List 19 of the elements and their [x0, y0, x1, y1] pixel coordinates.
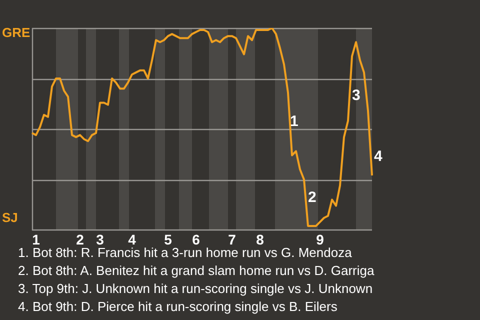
text: 4: [374, 148, 382, 165]
annotation: 2: [308, 189, 316, 206]
x-tick-label: 3: [96, 231, 104, 248]
annotation: 3: [352, 87, 360, 104]
x-tick-label: 1: [32, 231, 40, 248]
x-tick-label: 7: [228, 231, 236, 248]
text: GRE: [2, 25, 30, 40]
x-tick-label: 6: [192, 231, 200, 248]
x-tick-label: 5: [164, 231, 172, 248]
text: 2. Bot 8th: A. Benitez hit a grand slam home run vs D. Garriga: [18, 262, 374, 280]
text: 4. Bot 9th: D. Pierce hit a run-scoring single vs B. Eilers: [18, 298, 338, 316]
x-tick-label: 8: [256, 231, 264, 248]
text: 1. Bot 8th: R. Francis hit a 3-run home run vs G. Mendoza: [18, 245, 353, 262]
annotation: 1: [290, 113, 298, 130]
text: 3. Top 9th: J. Unknown hit a run-scoring single vs J. Unknown: [18, 280, 374, 298]
x-tick-label: 4: [128, 231, 136, 248]
text: SJ: [2, 210, 18, 225]
x-tick-label: 9: [316, 231, 324, 248]
x-tick-label: 2: [76, 231, 84, 248]
